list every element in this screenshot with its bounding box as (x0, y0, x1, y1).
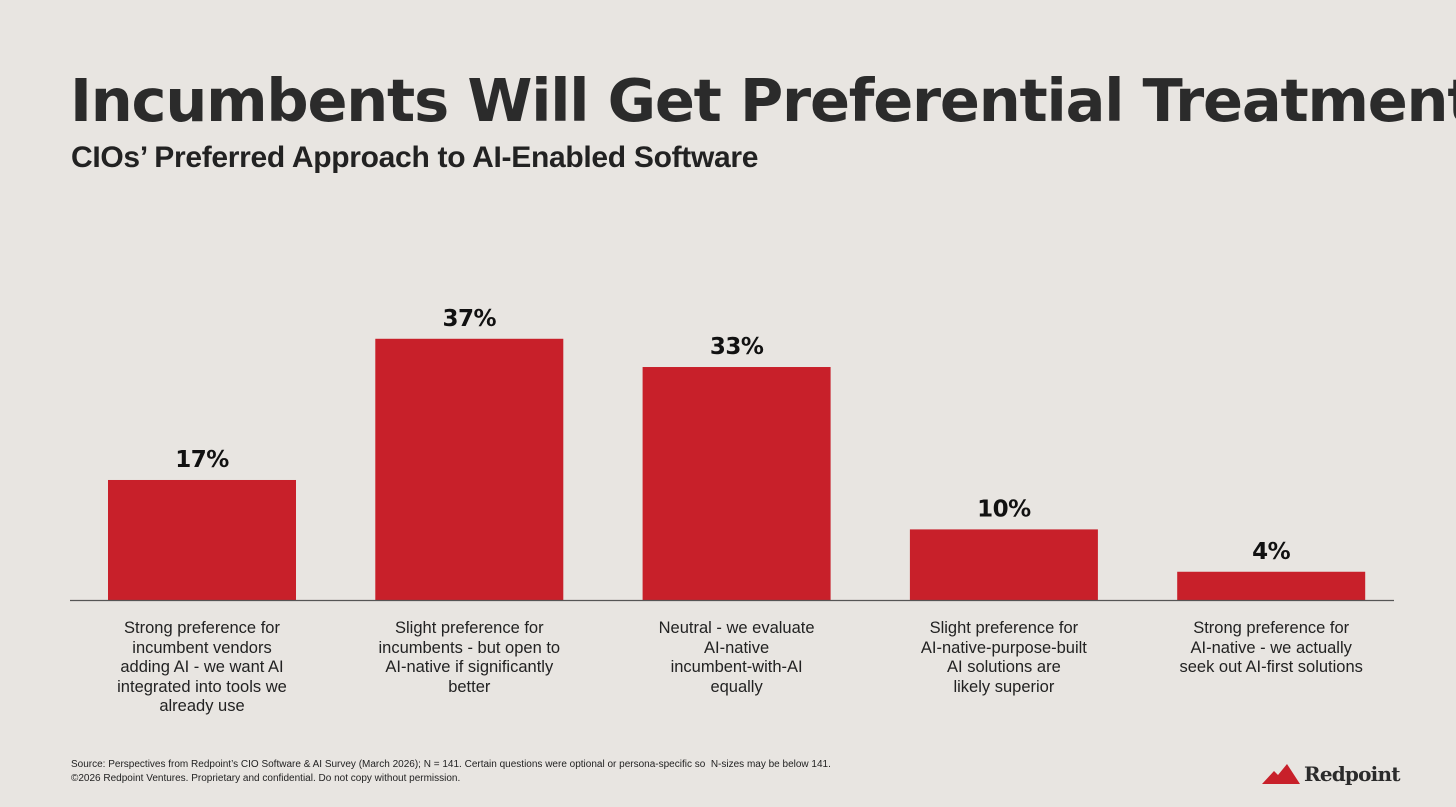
source-note: Source: Perspectives from Redpoint’s CIO… (71, 759, 831, 770)
brand-logo: Redpoint (1262, 762, 1400, 786)
category-label-4: Slight preference for AI-native-purpose-… (920, 619, 1087, 696)
bar-3 (642, 367, 831, 600)
page-title: Incumbents Will Get Preferential Treatme… (70, 66, 1456, 135)
title-text: Incumbents Will Get Preferential Treatme… (70, 66, 1456, 135)
category-label-3: Neutral - we evaluate AI-native incumben… (658, 619, 815, 696)
data-label-4: 10% (977, 496, 1031, 522)
data-label-5: 4% (1252, 539, 1291, 565)
category-label-1: Strong preference for incumbent vendors … (117, 619, 287, 716)
data-label-1: 17% (175, 447, 229, 473)
bar-4 (909, 529, 1098, 600)
category-label-2: Slight preference for incumbents - but o… (378, 619, 561, 696)
bar-2 (375, 338, 564, 600)
data-label-2: 37% (443, 306, 497, 332)
data-label-3: 33% (710, 334, 764, 360)
copyright-note: ©2026 Redpoint Ventures. Proprietary and… (71, 773, 461, 784)
category-label-5: Strong preference for AI-native - we act… (1179, 619, 1363, 677)
bar-5 (1177, 571, 1366, 600)
bar-1 (108, 479, 296, 600)
page-subtitle: CIOs’ Preferred Approach to AI-Enabled S… (71, 141, 759, 174)
mountain-icon (1262, 764, 1300, 784)
logo-text: Redpoint (1304, 762, 1400, 786)
footer: Source: Perspectives from Redpoint’s CIO… (71, 758, 831, 786)
